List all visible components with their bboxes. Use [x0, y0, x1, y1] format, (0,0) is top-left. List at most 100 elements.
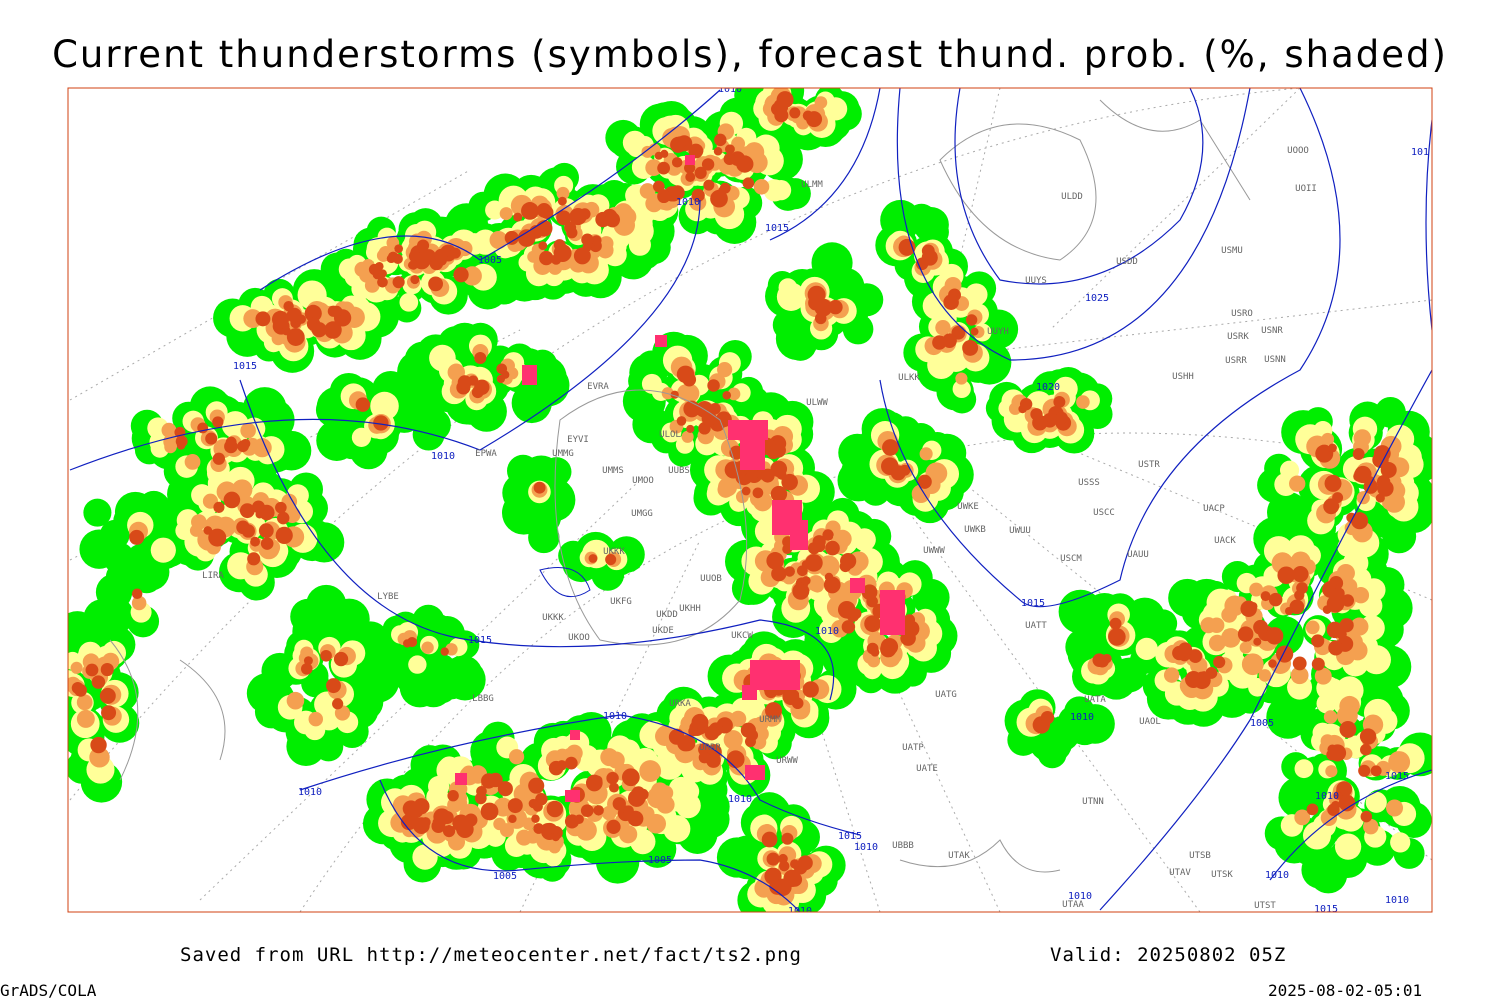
station-label: USCM — [1060, 554, 1082, 564]
shade — [533, 481, 546, 494]
shade — [903, 614, 916, 626]
station-label: UTAV — [1169, 868, 1191, 878]
shade — [1324, 474, 1342, 492]
shade — [212, 452, 225, 465]
shade — [906, 203, 937, 234]
shade — [434, 248, 448, 263]
shade — [286, 691, 305, 710]
shade — [129, 529, 145, 545]
isobar-labels: 1010101010151005102510151020101010151010… — [233, 88, 1429, 915]
shade — [103, 542, 135, 574]
shade — [541, 823, 554, 836]
isobar-label: 1010 — [1385, 895, 1409, 906]
isobar-label: 1015 — [468, 635, 492, 646]
station-label: UAUU — [1127, 550, 1149, 560]
shade — [364, 278, 380, 293]
shade — [281, 326, 291, 336]
shade — [1188, 649, 1203, 663]
shade — [536, 220, 553, 237]
shade — [646, 786, 669, 809]
isobar-label: 1005 — [493, 871, 517, 882]
station-label: ULKK — [898, 373, 920, 383]
shade — [742, 177, 755, 189]
shade — [304, 304, 322, 322]
station-label: UKCW — [731, 631, 753, 641]
shade — [1266, 695, 1310, 739]
shade — [797, 855, 813, 871]
shade — [150, 537, 176, 563]
station-label: USRO — [1231, 309, 1253, 319]
shade — [1328, 640, 1344, 656]
station-label: UUYS — [1025, 276, 1047, 286]
shade — [496, 363, 508, 375]
station-label: LBBG — [472, 694, 494, 704]
shade — [1388, 751, 1411, 773]
isobar-label: 1015 — [233, 361, 257, 372]
shade — [621, 768, 640, 787]
shade — [1370, 765, 1382, 777]
shade — [457, 375, 472, 390]
shade — [1109, 617, 1122, 630]
shade — [516, 829, 533, 846]
shade — [71, 682, 84, 695]
coastlines — [109, 99, 1251, 873]
station-label: EPWA — [475, 449, 497, 459]
shade — [556, 186, 570, 200]
shade — [801, 560, 811, 569]
shade — [784, 566, 795, 577]
shade — [538, 241, 548, 250]
shade — [1108, 628, 1126, 646]
shade — [1163, 667, 1180, 683]
shade — [825, 540, 840, 556]
isobar-label: 1010 — [1265, 870, 1289, 881]
isobar-label: 1010 — [1315, 791, 1339, 802]
shade — [101, 705, 117, 721]
shade — [639, 760, 662, 782]
isobar-label: 1010 — [854, 842, 878, 853]
shade — [447, 789, 459, 802]
shade — [429, 344, 456, 372]
shade — [394, 244, 404, 254]
shade — [1292, 566, 1309, 583]
station-label: UACP — [1203, 504, 1225, 514]
shade — [89, 747, 110, 768]
shade — [85, 663, 99, 677]
shade — [676, 416, 687, 426]
shade — [730, 710, 747, 727]
shade — [1390, 832, 1411, 853]
shade — [766, 445, 781, 460]
station-label: UKDE — [652, 626, 674, 636]
shade — [557, 196, 567, 206]
shade — [1339, 720, 1357, 738]
isobar-label: 1015 — [1314, 904, 1338, 915]
shade — [355, 397, 371, 412]
shade — [1213, 655, 1226, 669]
shade — [332, 698, 344, 710]
shade — [919, 447, 933, 461]
station-label: UUOB — [700, 574, 722, 584]
shade — [783, 869, 801, 887]
map-area: ULMM ULDD USMU USDD UUYS USRO USRK USNR UUYH USRR… — [68, 88, 1432, 915]
shade — [723, 152, 736, 166]
shade — [1350, 617, 1369, 636]
shade — [1076, 395, 1090, 409]
shade — [766, 552, 784, 570]
shade — [965, 283, 988, 306]
shade — [320, 649, 332, 662]
shade — [1338, 794, 1356, 812]
shade — [588, 554, 598, 563]
isobar-label: 1015 — [1021, 598, 1045, 609]
shade — [569, 207, 587, 226]
shade — [99, 687, 116, 704]
shade — [866, 595, 878, 608]
shade — [184, 454, 201, 470]
station-label: UATP — [902, 743, 924, 753]
shade — [765, 702, 783, 720]
shade — [239, 503, 255, 519]
station-label: URWW — [776, 756, 798, 766]
station-label: ULWW — [806, 398, 828, 408]
station-label: USCC — [1093, 508, 1115, 518]
shade — [833, 531, 848, 547]
shade — [652, 180, 665, 193]
shade — [521, 202, 539, 220]
